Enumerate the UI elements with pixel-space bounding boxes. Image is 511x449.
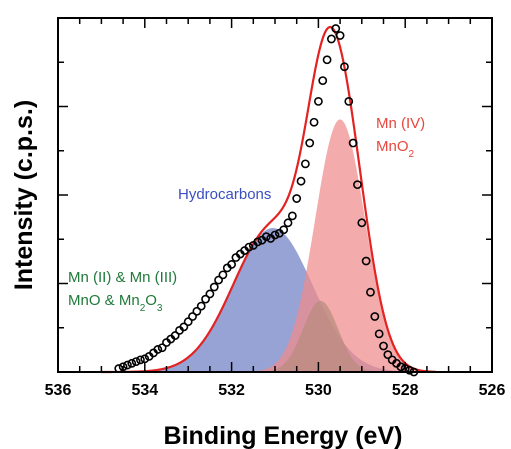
data-point [261, 232, 271, 242]
data-point [179, 322, 189, 332]
data-point [309, 117, 319, 127]
data-point [218, 270, 228, 280]
data-point [370, 312, 380, 321]
axis-ticks [57, 18, 493, 372]
fit-curve-group [101, 25, 436, 374]
x-tick-label: 528 [392, 382, 419, 399]
area-mn4 [101, 119, 436, 372]
data-point [227, 260, 236, 269]
data-point [244, 242, 254, 252]
data-point [340, 62, 349, 72]
data-point [196, 301, 206, 311]
annotation-mn4_b: MnO2 [376, 138, 415, 160]
annotations: Mn (IV) MnO2 Hydrocarbons Mn (II) & Mn (III… [68, 115, 425, 314]
data-point [214, 275, 223, 285]
data-point [270, 230, 280, 240]
data-point [361, 256, 371, 266]
annotation-hydro: Hydrocarbons [178, 186, 271, 203]
data-point [366, 287, 375, 297]
annotation-mn4_a: Mn (IV) [376, 115, 425, 132]
x-tick-label: 536 [45, 382, 72, 399]
area-hydro [101, 228, 436, 372]
data-point [357, 218, 367, 228]
data-point [344, 97, 354, 106]
data-point [300, 159, 310, 169]
data-point [279, 225, 289, 235]
fit-curve [101, 25, 436, 374]
data-point [348, 138, 358, 148]
x-tick-label: 532 [218, 382, 245, 399]
data-point [170, 331, 180, 340]
data-point [201, 294, 210, 304]
data-point [253, 237, 263, 247]
annotation-mn23_b: MnO & Mn2O3 [68, 292, 163, 314]
y-axis-title: Intensity (c.p.s.) [10, 100, 38, 290]
data-point [296, 176, 306, 186]
data-point [383, 350, 393, 360]
data-point [123, 360, 132, 370]
data-point [287, 211, 297, 221]
component-areas [101, 119, 436, 372]
x-axis-title: Binding Energy (eV) [164, 422, 403, 449]
data-point [127, 358, 137, 368]
x-tick-labels: 536 534 532 530 528 526 [45, 382, 506, 399]
data-point [318, 76, 328, 85]
data-point [322, 55, 332, 65]
data-point [136, 355, 145, 365]
data-point [153, 345, 163, 354]
data-point [205, 289, 215, 299]
data-point [331, 24, 341, 33]
data-point [283, 218, 293, 228]
data-point [379, 341, 388, 351]
data-point [183, 317, 193, 327]
data-point [313, 97, 323, 106]
data-point [292, 194, 302, 203]
data-point [131, 357, 141, 366]
data-point [192, 306, 202, 316]
data-point [327, 34, 336, 44]
data-point [188, 312, 197, 321]
data-point [353, 180, 362, 190]
data-point [305, 138, 315, 148]
x-tick-label: 530 [305, 382, 332, 399]
data-point [209, 282, 219, 292]
annotation-mn23_a: Mn (II) & Mn (III) [68, 269, 177, 286]
data-point [374, 329, 384, 339]
x-tick-label: 526 [479, 382, 506, 399]
x-tick-label: 534 [131, 382, 158, 399]
data-point [335, 31, 345, 40]
data-point [157, 343, 167, 353]
